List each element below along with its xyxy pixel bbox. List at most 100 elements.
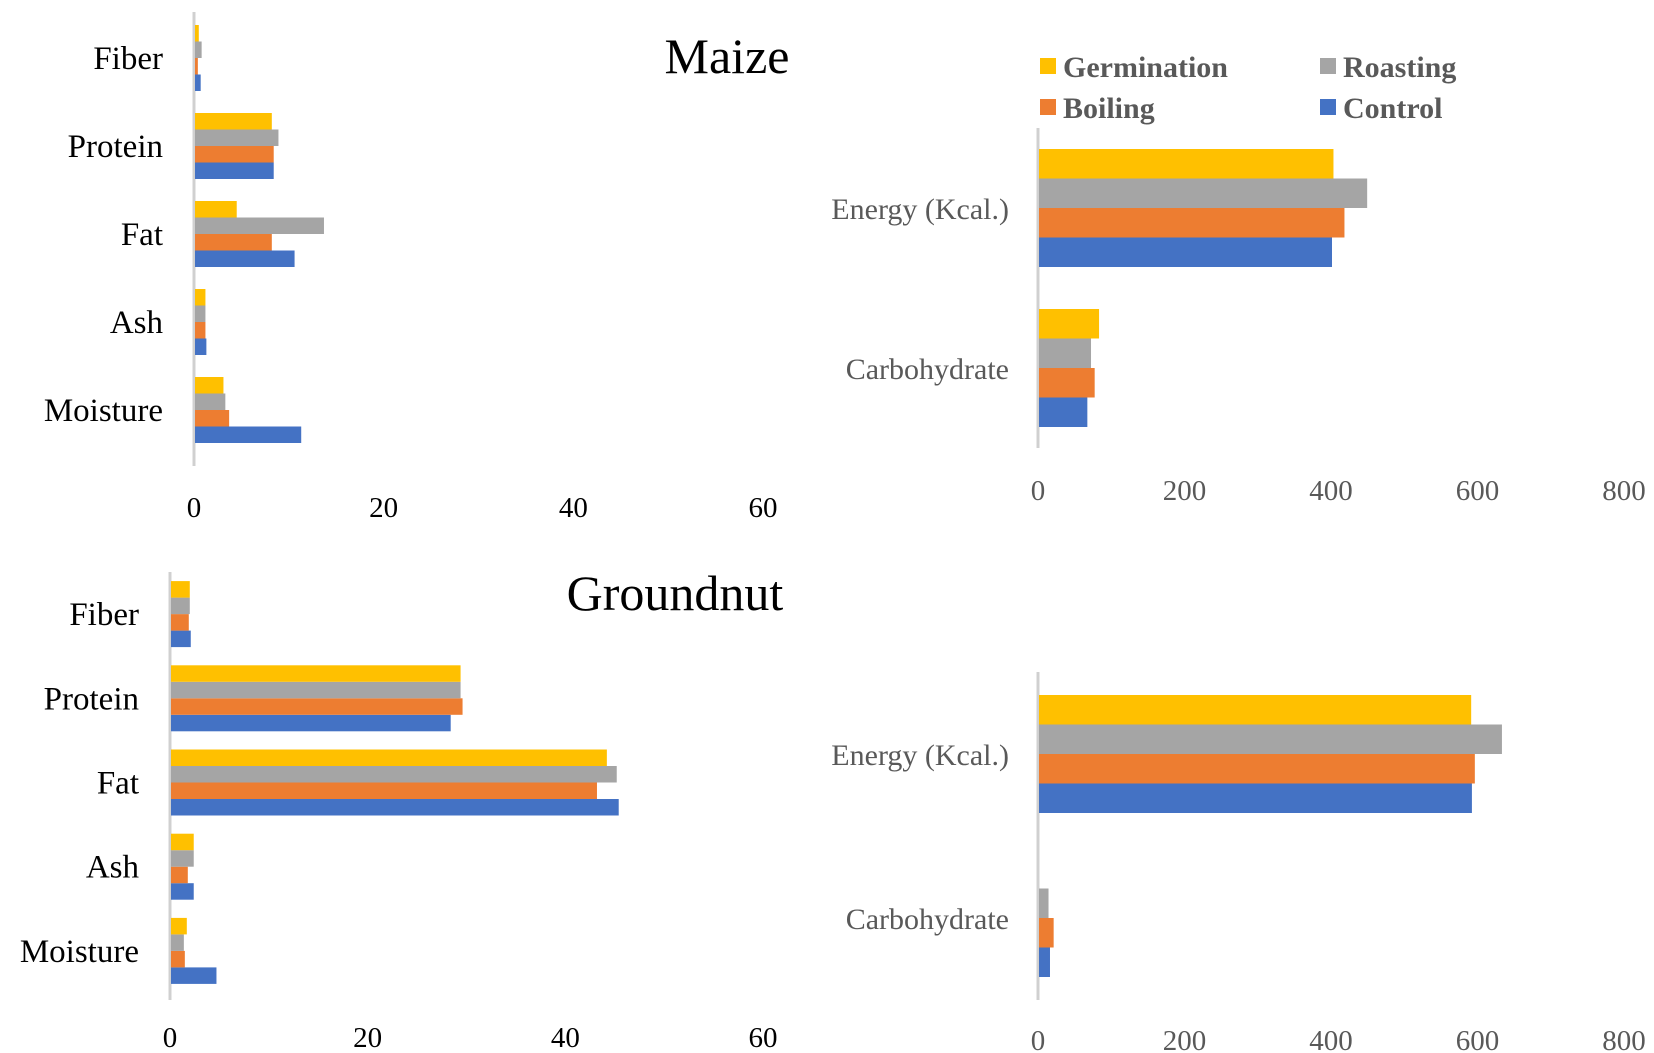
maize-bar-ash-roasting (195, 305, 206, 322)
groundnut-energy-category-label-energy-kcal: Energy (Kcal.) (831, 739, 1009, 772)
groundnut-bar-fiber-control (171, 630, 191, 648)
maize-x-tick-60: 60 (749, 492, 778, 524)
maize-bar-fiber-boiling (195, 58, 198, 75)
groundnut-category-label-fiber: Fiber (69, 597, 139, 633)
groundnut-bar-moisture-boiling (171, 950, 185, 968)
legend-swatch-roasting (1320, 58, 1336, 74)
maize-title: Maize (665, 28, 790, 84)
maize-x-tick-40: 40 (559, 492, 588, 524)
maize-energy-category-label-energy-kcal: Energy (Kcal.) (831, 193, 1009, 226)
maize-bar-ash-boiling (195, 322, 206, 339)
maize-energy-bar-carbohydrate-germination (1039, 309, 1100, 339)
groundnut-energy-bar-energy-kcal-control (1039, 783, 1472, 813)
groundnut-bar-fat-control (171, 799, 619, 816)
groundnut-bar-ash-boiling (171, 866, 188, 884)
maize-bar-protein-germination (195, 113, 272, 130)
groundnut-bar-protein-control (171, 714, 451, 732)
groundnut-title: Groundnut (567, 565, 784, 621)
maize-category-label-fat: Fat (121, 217, 163, 253)
legend-item-roasting: Roasting (1320, 51, 1456, 84)
groundnut-bar-moisture-germination (171, 917, 187, 935)
groundnut-energy-x-tick-400: 400 (1309, 1025, 1353, 1053)
maize-energy-bar-energy-kcal-roasting (1039, 178, 1368, 208)
maize-energy-bar-carbohydrate-boiling (1039, 368, 1095, 398)
maize-bar-fiber-germination (195, 25, 199, 42)
legend-label-control: Control (1343, 92, 1442, 125)
groundnut-category-label-fat: Fat (97, 766, 139, 802)
groundnut-bar-moisture-roasting (171, 934, 184, 951)
maize-category-label-protein: Protein (68, 129, 163, 165)
groundnut-x-tick-40: 40 (551, 1022, 580, 1053)
maize-energy-x-tick-400: 400 (1309, 475, 1353, 507)
maize-energy-bar-carbohydrate-roasting (1039, 338, 1092, 368)
maize-nutrient-chart: Moisture Ash Fat Protein Fiber 0 20 40 60 (44, 12, 778, 524)
legend: Germination Roasting Boiling Control (1040, 51, 1456, 125)
maize-energy-x-tick-0: 0 (1031, 475, 1046, 507)
groundnut-energy-bar-energy-kcal-roasting (1039, 724, 1502, 754)
groundnut-bar-fat-germination (171, 749, 607, 766)
maize-energy-bar-energy-kcal-germination (1039, 149, 1334, 179)
groundnut-energy-chart: Carbohydrate Energy (Kcal.) 0 200 400 600 800 (831, 672, 1646, 1053)
maize-bar-moisture-boiling (195, 410, 230, 427)
legend-swatch-boiling (1040, 99, 1056, 115)
maize-energy-bar-energy-kcal-control (1039, 237, 1332, 267)
maize-bar-fiber-roasting (195, 41, 202, 58)
groundnut-category-label-protein: Protein (44, 681, 139, 717)
groundnut-bar-ash-roasting (171, 850, 194, 867)
groundnut-x-tick-20: 20 (353, 1022, 382, 1053)
legend-swatch-control (1320, 99, 1336, 115)
legend-item-germination: Germination (1040, 51, 1228, 84)
maize-energy-bar-energy-kcal-boiling (1039, 208, 1345, 238)
groundnut-energy-x-tick-200: 200 (1163, 1025, 1207, 1053)
groundnut-nutrient-chart: Moisture Ash Fat Protein Fiber 0 20 40 60 (20, 572, 778, 1053)
groundnut-x-tick-0: 0 (163, 1022, 178, 1053)
maize-bar-moisture-germination (195, 377, 224, 394)
groundnut-bar-protein-roasting (171, 681, 461, 699)
maize-bar-protein-boiling (195, 146, 274, 163)
groundnut-bar-fat-boiling (171, 782, 597, 799)
groundnut-bar-protein-boiling (171, 698, 463, 715)
groundnut-x-tick-60: 60 (749, 1022, 778, 1053)
legend-label-germination: Germination (1063, 51, 1228, 84)
legend-label-boiling: Boiling (1063, 92, 1155, 125)
maize-category-label-moisture: Moisture (44, 393, 163, 429)
maize-bar-fat-roasting (195, 217, 324, 234)
groundnut-energy-bar-energy-kcal-boiling (1039, 754, 1475, 784)
maize-energy-x-tick-600: 600 (1456, 475, 1500, 507)
legend-item-boiling: Boiling (1040, 92, 1155, 125)
legend-item-control: Control (1320, 92, 1442, 125)
maize-bar-fat-control (195, 250, 295, 267)
groundnut-bar-fiber-roasting (171, 597, 190, 615)
maize-energy-x-tick-800: 800 (1602, 475, 1646, 507)
groundnut-energy-x-tick-0: 0 (1031, 1025, 1046, 1053)
groundnut-bar-fiber-boiling (171, 614, 189, 631)
maize-bar-protein-control (195, 162, 274, 179)
groundnut-bar-moisture-control (171, 967, 217, 984)
maize-category-label-ash: Ash (110, 305, 164, 341)
maize-bar-ash-control (195, 338, 207, 355)
legend-label-roasting: Roasting (1343, 51, 1456, 84)
groundnut-energy-x-tick-800: 800 (1602, 1025, 1646, 1053)
maize-bar-ash-germination (195, 289, 206, 306)
groundnut-energy-bar-carbohydrate-boiling (1039, 918, 1054, 948)
groundnut-energy-x-tick-600: 600 (1456, 1025, 1500, 1053)
maize-energy-bar-carbohydrate-control (1039, 397, 1088, 427)
groundnut-bar-ash-control (171, 883, 194, 900)
maize-bar-moisture-control (195, 426, 302, 443)
groundnut-bar-ash-germination (171, 833, 194, 851)
maize-bar-moisture-roasting (195, 393, 226, 410)
groundnut-category-label-moisture: Moisture (20, 934, 139, 970)
maize-bar-fat-germination (195, 201, 237, 218)
groundnut-energy-bar-carbohydrate-roasting (1039, 888, 1049, 918)
groundnut-energy-bar-carbohydrate-control (1039, 947, 1050, 977)
groundnut-bar-protein-germination (171, 665, 461, 682)
maize-bar-protein-roasting (195, 129, 279, 146)
legend-swatch-germination (1040, 58, 1056, 74)
groundnut-bar-fat-roasting (171, 766, 617, 783)
groundnut-energy-bar-energy-kcal-germination (1039, 695, 1472, 725)
groundnut-category-label-ash: Ash (86, 850, 140, 886)
maize-energy-x-tick-200: 200 (1163, 475, 1207, 507)
maize-bar-fat-boiling (195, 234, 272, 251)
maize-bar-fiber-control (195, 74, 201, 91)
